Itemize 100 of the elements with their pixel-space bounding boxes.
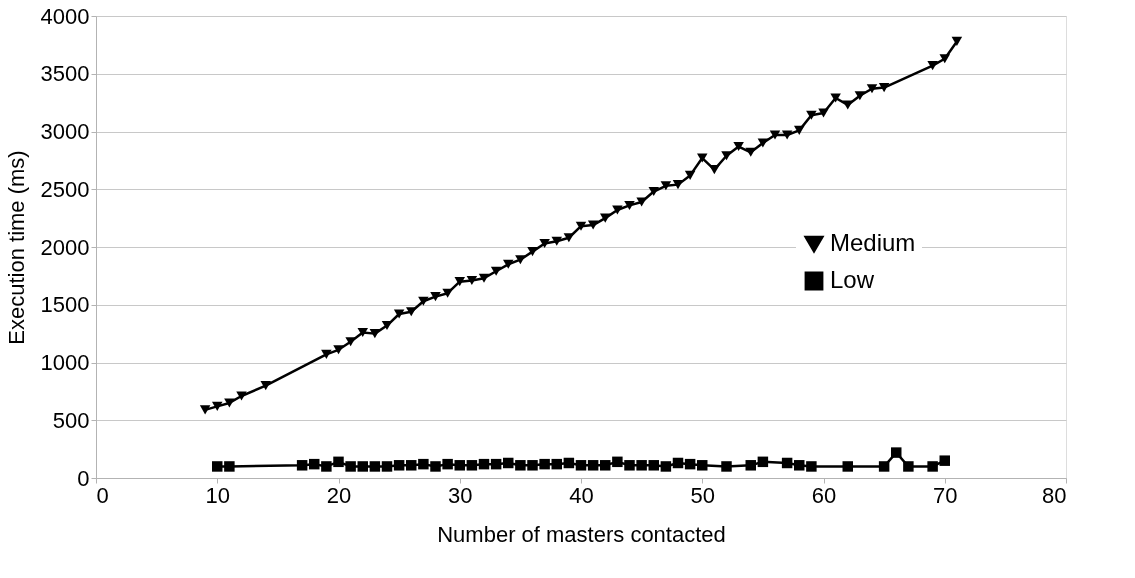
point — [563, 457, 575, 469]
point — [781, 130, 793, 140]
x-tick-label: 50 — [690, 482, 715, 508]
point — [236, 391, 247, 401]
point — [563, 233, 575, 243]
point — [794, 125, 805, 135]
point — [369, 461, 381, 472]
point — [878, 461, 890, 472]
point — [927, 61, 938, 71]
point — [466, 275, 478, 286]
point — [781, 457, 793, 469]
point — [648, 460, 659, 471]
point — [212, 461, 223, 472]
point — [648, 187, 659, 197]
point — [624, 200, 635, 210]
point — [539, 238, 550, 249]
point — [321, 461, 332, 472]
y-tick-label: 4000 — [40, 3, 90, 29]
point — [612, 205, 623, 215]
point — [478, 458, 490, 470]
point — [490, 458, 502, 470]
point — [515, 460, 526, 471]
point — [406, 460, 417, 471]
point — [527, 460, 538, 471]
y-tick-label: 0 — [77, 465, 90, 491]
x-tick-label: 20 — [326, 482, 352, 508]
point — [224, 398, 235, 408]
point — [842, 100, 853, 110]
y-axis-title: Execution time (ms) — [3, 150, 29, 345]
point — [212, 401, 223, 411]
point — [393, 460, 405, 471]
x-axis-title: Number of masters contacted — [437, 521, 726, 547]
point — [939, 54, 950, 64]
point — [490, 266, 502, 276]
point — [503, 457, 514, 469]
point — [854, 91, 866, 101]
point — [369, 329, 381, 339]
point — [418, 296, 429, 306]
point — [721, 461, 732, 472]
x-tick-label: 40 — [569, 482, 594, 508]
point — [697, 460, 708, 471]
point — [612, 456, 623, 468]
point — [539, 458, 550, 470]
point — [745, 147, 756, 157]
x-tick-label: 80 — [1042, 482, 1067, 508]
point — [903, 461, 914, 472]
point — [454, 460, 465, 471]
x-tick-label: 30 — [448, 482, 473, 508]
point — [357, 327, 368, 338]
point — [321, 349, 332, 359]
point — [454, 277, 465, 287]
point — [393, 309, 405, 319]
point — [466, 460, 478, 471]
point — [260, 381, 271, 391]
point — [418, 458, 429, 470]
y-tick-label: 3000 — [40, 119, 90, 144]
point — [684, 458, 696, 470]
point — [381, 461, 393, 472]
point — [830, 93, 841, 103]
point — [709, 165, 720, 175]
point — [757, 456, 769, 468]
point — [381, 321, 393, 331]
point — [406, 307, 417, 317]
point — [503, 259, 514, 269]
point — [624, 460, 635, 471]
point — [333, 345, 344, 355]
point — [769, 130, 781, 140]
point — [345, 337, 356, 347]
point — [745, 460, 756, 471]
legend-label: Medium — [830, 229, 916, 256]
point — [636, 197, 647, 207]
point — [939, 455, 950, 466]
y-tick-label: 1000 — [40, 350, 90, 375]
point — [296, 460, 308, 471]
y-tick-label: 3500 — [40, 61, 90, 87]
point — [660, 181, 672, 191]
point — [587, 220, 599, 230]
legend-label: Low — [830, 266, 875, 293]
point — [794, 460, 805, 471]
point — [357, 461, 368, 472]
point — [575, 460, 587, 471]
point — [333, 456, 344, 468]
point — [818, 108, 829, 118]
point — [927, 461, 938, 472]
point — [430, 461, 441, 472]
point — [672, 457, 684, 469]
y-tick-label: 500 — [52, 407, 90, 433]
point — [575, 221, 587, 231]
point — [660, 461, 672, 472]
point — [587, 460, 599, 471]
point — [891, 447, 902, 458]
point — [345, 461, 356, 472]
x-tick-label: 10 — [205, 482, 230, 508]
point — [806, 461, 817, 472]
point — [442, 288, 453, 298]
point — [430, 292, 441, 302]
y-tick-label: 1500 — [40, 292, 90, 318]
point — [842, 461, 853, 472]
point — [199, 405, 211, 415]
point — [551, 236, 562, 246]
